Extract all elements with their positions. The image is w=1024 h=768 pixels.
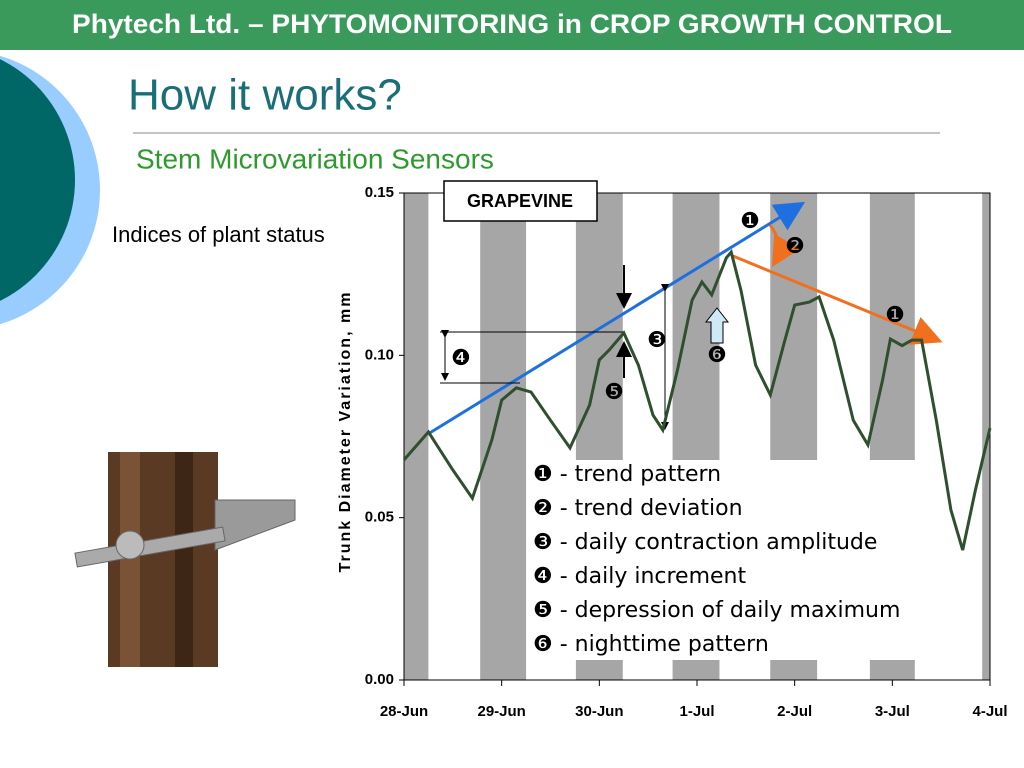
y-tick-label: 0.00 bbox=[365, 671, 394, 688]
slide-title: How it works? bbox=[128, 71, 402, 120]
index-item: ❷ - trend deviation bbox=[533, 496, 743, 521]
annotation-marker: ❶ bbox=[885, 303, 905, 328]
night-band bbox=[982, 193, 990, 680]
trend-arrow bbox=[427, 201, 806, 436]
header-bar bbox=[0, 0, 1024, 50]
annotation-marker: ❻ bbox=[707, 343, 727, 368]
label-box-text: GRAPEVINE bbox=[467, 191, 573, 211]
index-item: ❶ - trend pattern bbox=[533, 462, 721, 487]
header-title: Phytech Ltd. – PHYTOMONITORING in CROP G… bbox=[72, 9, 952, 39]
y-axis-label: Trunk Diameter Variation, mm bbox=[337, 291, 354, 573]
x-tick-label: 30-Jun bbox=[575, 703, 623, 720]
annotation-marker: ❶ bbox=[740, 209, 760, 234]
index-item: ❺ - depression of daily maximum bbox=[533, 598, 900, 623]
x-tick-label: 1-Jul bbox=[679, 703, 714, 720]
annotation-marker: ❷ bbox=[785, 234, 805, 259]
index-item: ❸ - daily contraction amplitude bbox=[533, 530, 877, 555]
slide-subtitle: Stem Microvariation Sensors bbox=[136, 143, 494, 174]
y-tick-label: 0.15 bbox=[365, 184, 394, 201]
night-band bbox=[480, 193, 527, 680]
annotation-marker: ❹ bbox=[451, 346, 471, 371]
x-tick-label: 28-Jun bbox=[380, 703, 428, 720]
y-tick-label: 0.10 bbox=[365, 346, 394, 363]
x-tick-label: 2-Jul bbox=[777, 703, 812, 720]
data-line bbox=[402, 248, 992, 551]
side-text: Indices of plant status bbox=[112, 222, 325, 247]
night-arrow bbox=[704, 307, 730, 344]
x-tick-label: 29-Jun bbox=[477, 703, 525, 720]
sensor-photo bbox=[74, 452, 296, 667]
index-item: ❹ - daily increment bbox=[533, 564, 746, 589]
y-tick-label: 0.05 bbox=[365, 509, 394, 526]
index-item: ❻ - nighttime pattern bbox=[533, 632, 769, 657]
chart: 0.00 0.05 0.10 0.15 28-Jun 29-Jun 30-Jun 1-Jul 2… bbox=[337, 180, 1008, 720]
deviation-arrow bbox=[768, 224, 801, 268]
annotation-marker: ❺ bbox=[604, 380, 624, 405]
index-list-bg bbox=[528, 460, 918, 660]
label-box bbox=[443, 180, 598, 222]
x-tick-label: 4-Jul bbox=[972, 703, 1007, 720]
trend-arrow bbox=[732, 254, 943, 345]
annotation-marker: ❸ bbox=[647, 328, 667, 353]
x-tick-label: 3-Jul bbox=[875, 703, 910, 720]
decor-circle bbox=[0, 59, 75, 301]
